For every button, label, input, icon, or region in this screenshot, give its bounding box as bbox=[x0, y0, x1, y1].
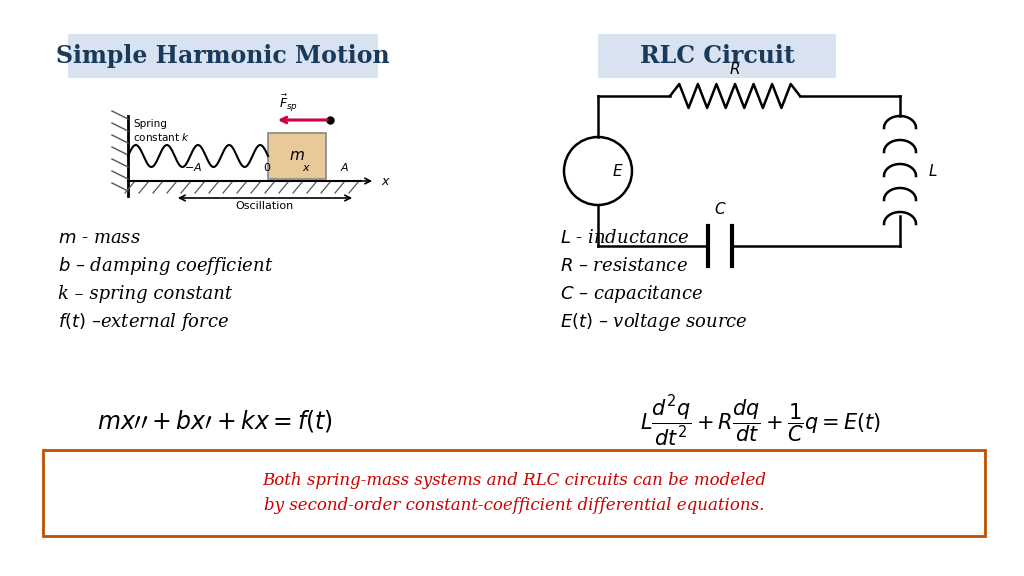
Text: $\vec{F}_{sp}$: $\vec{F}_{sp}$ bbox=[280, 93, 299, 114]
Text: $x$: $x$ bbox=[301, 163, 310, 173]
Text: k – spring constant: k – spring constant bbox=[58, 285, 232, 303]
FancyBboxPatch shape bbox=[268, 133, 326, 179]
FancyBboxPatch shape bbox=[598, 34, 836, 78]
Text: RLC Circuit: RLC Circuit bbox=[640, 44, 795, 68]
Text: $f(t)$ –external force: $f(t)$ –external force bbox=[58, 311, 229, 333]
Text: $b$ – damping coefficient: $b$ – damping coefficient bbox=[58, 255, 273, 277]
Text: $R$ – resistance: $R$ – resistance bbox=[560, 257, 688, 275]
Text: $E$: $E$ bbox=[612, 163, 624, 179]
Text: $m$ - mass: $m$ - mass bbox=[58, 229, 140, 247]
Text: $R$: $R$ bbox=[729, 61, 740, 77]
Text: Spring
constant $k$: Spring constant $k$ bbox=[133, 119, 189, 143]
Text: Both spring-mass systems and RLC circuits can be modeled
by second-order constan: Both spring-mass systems and RLC circuit… bbox=[262, 472, 766, 514]
Text: $L\dfrac{d^2q}{dt^2} + R\dfrac{dq}{dt} + \dfrac{1}{C}q = E(t)$: $L\dfrac{d^2q}{dt^2} + R\dfrac{dq}{dt} +… bbox=[640, 393, 881, 449]
Text: $mx\mathit{\prime\prime}+bx\mathit{\prime}+ kx = f(t)$: $mx\mathit{\prime\prime}+bx\mathit{\prim… bbox=[97, 408, 333, 434]
Text: $-A$: $-A$ bbox=[184, 161, 202, 173]
Text: Simple Harmonic Motion: Simple Harmonic Motion bbox=[56, 44, 390, 68]
Text: $L$ - inductance: $L$ - inductance bbox=[560, 229, 689, 247]
Text: $A$: $A$ bbox=[340, 161, 350, 173]
FancyBboxPatch shape bbox=[43, 450, 985, 536]
Text: $E(t)$ – voltage source: $E(t)$ – voltage source bbox=[560, 311, 748, 333]
Text: $0$: $0$ bbox=[263, 161, 271, 173]
Text: $L$: $L$ bbox=[928, 163, 938, 179]
Text: $x$: $x$ bbox=[381, 175, 391, 188]
Text: $C$ – capacitance: $C$ – capacitance bbox=[560, 283, 703, 305]
Text: Oscillation: Oscillation bbox=[236, 201, 294, 211]
FancyBboxPatch shape bbox=[68, 34, 378, 78]
Text: $m$: $m$ bbox=[289, 149, 305, 164]
Text: $C$: $C$ bbox=[714, 201, 726, 217]
